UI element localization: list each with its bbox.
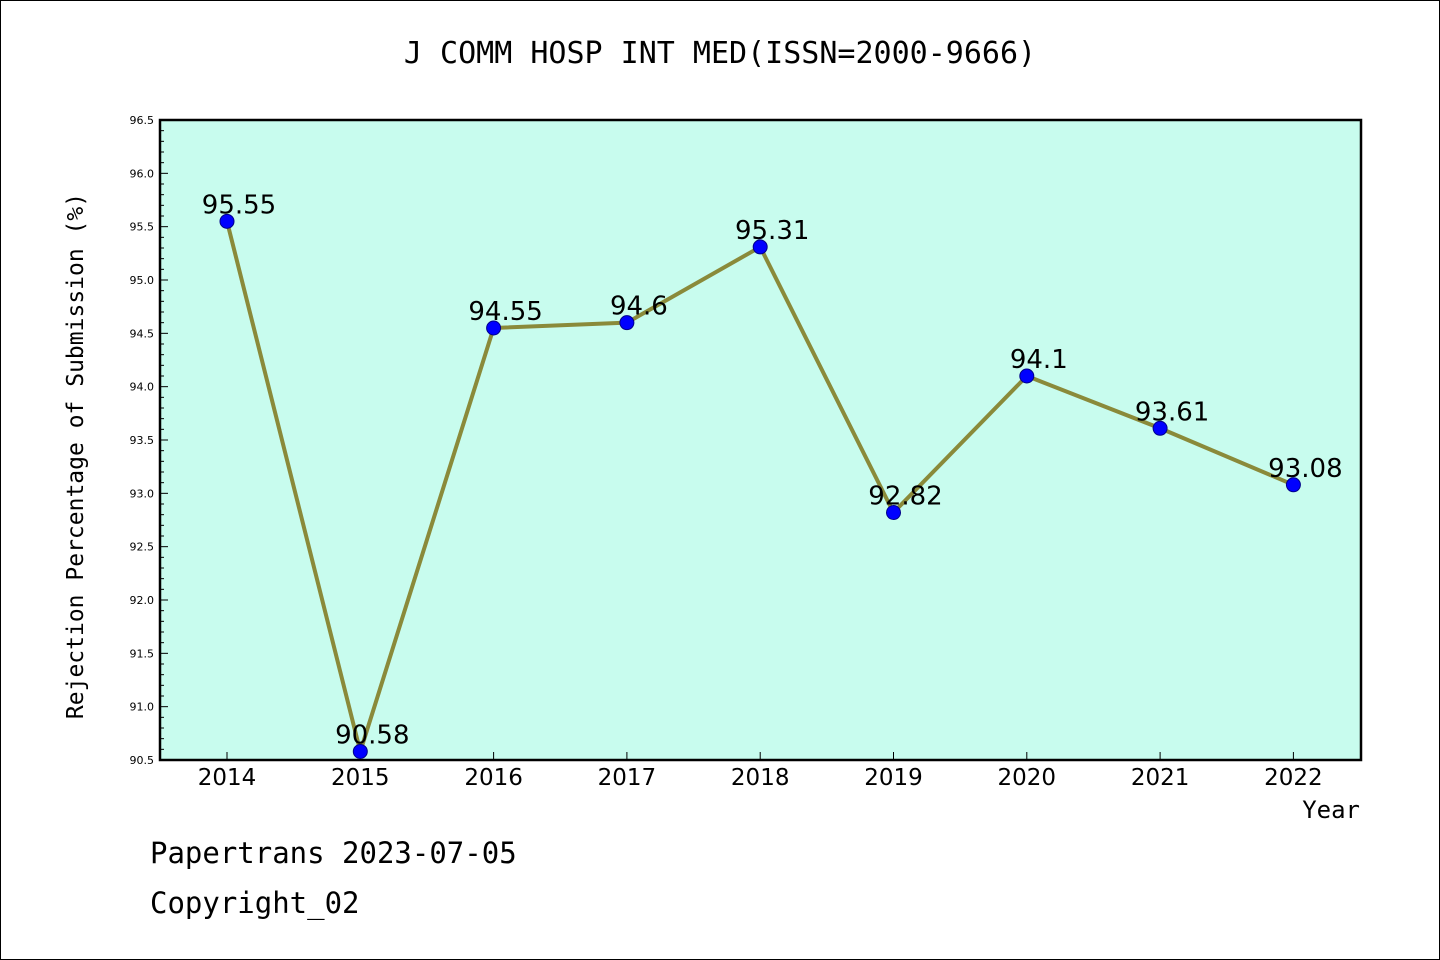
plot-area xyxy=(160,120,1361,760)
footer-date: Papertrans 2023-07-05 xyxy=(150,836,517,870)
data-label: 95.55 xyxy=(202,190,276,220)
y-tick-label: 95.0 xyxy=(130,274,155,287)
data-label: 94.1 xyxy=(1010,345,1068,375)
y-tick-label: 95.5 xyxy=(130,221,155,234)
data-label: 94.6 xyxy=(610,292,668,322)
data-point xyxy=(1152,420,1168,436)
plot-border xyxy=(158,118,1363,762)
data-label: 94.55 xyxy=(468,297,542,327)
y-tick-label: 96.5 xyxy=(130,114,155,127)
data-label: 92.82 xyxy=(868,482,942,512)
y-tick-label: 92.0 xyxy=(130,594,155,607)
x-tick-label: 2021 xyxy=(1131,765,1190,791)
y-tick-label: 94.0 xyxy=(130,381,155,394)
y-tick-label: 96.0 xyxy=(130,167,155,180)
y-tick-label: 90.5 xyxy=(130,754,155,767)
y-tick-label: 93.0 xyxy=(130,487,155,500)
data-label: 93.61 xyxy=(1135,397,1209,427)
y-tick-label: 91.0 xyxy=(130,701,155,714)
y-tick-label: 93.5 xyxy=(130,434,155,447)
x-axis-label: Year xyxy=(1302,796,1360,824)
x-tick-label: 2014 xyxy=(198,765,257,791)
data-point xyxy=(352,743,368,759)
y-tick-label: 94.5 xyxy=(130,327,155,340)
data-point xyxy=(219,213,235,229)
chart-title: J COMM HOSP INT MED(ISSN=2000-9666) xyxy=(403,36,1037,71)
x-tick-label: 2018 xyxy=(731,765,790,791)
x-tick-label: 2017 xyxy=(598,765,657,791)
y-tick-label: 92.5 xyxy=(130,541,155,554)
data-point xyxy=(752,239,768,255)
data-point xyxy=(486,320,502,336)
data-point xyxy=(619,315,635,331)
data-point xyxy=(886,505,901,521)
x-tick-label: 2022 xyxy=(1264,765,1323,791)
data-point xyxy=(1285,477,1301,493)
x-tick-label: 2015 xyxy=(331,765,390,791)
x-tick-label: 2020 xyxy=(998,765,1057,791)
x-tick-label: 2016 xyxy=(464,765,523,791)
x-tick-label: 2019 xyxy=(864,765,923,791)
y-tick-label: 91.5 xyxy=(130,647,155,660)
footer-copyright: Copyright_02 xyxy=(150,886,360,920)
data-label: 95.31 xyxy=(735,216,809,246)
data-label: 93.08 xyxy=(1268,454,1342,484)
data-point xyxy=(1019,368,1035,384)
data-label: 90.58 xyxy=(335,720,409,750)
